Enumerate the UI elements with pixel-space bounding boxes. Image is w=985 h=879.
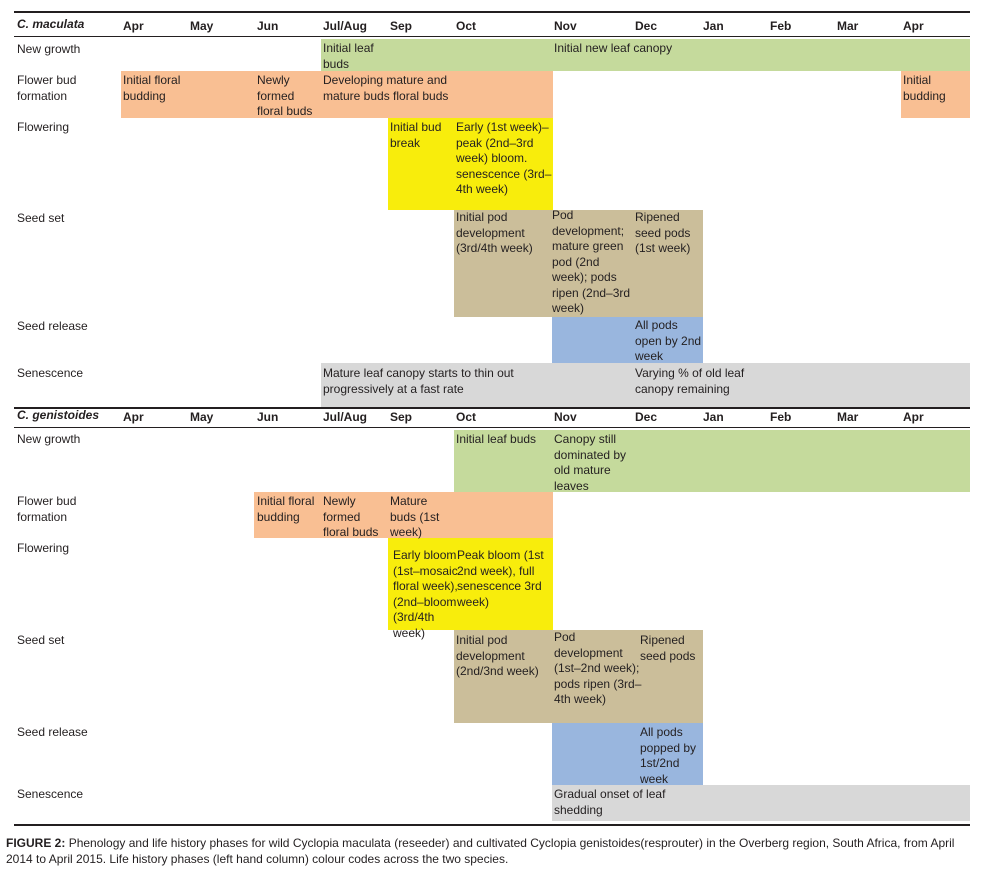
seed-release-block [552,723,703,785]
month-header: Jul/Aug [323,19,367,33]
flower-bud-block [121,71,553,118]
flower-bud-block [901,71,970,118]
figure-caption: FIGURE 2: Phenology and life history pha… [6,836,981,867]
flower-bud-block [254,492,553,538]
cell-text: Newly formed floral buds [323,494,379,539]
cell-text: Developing mature and mature buds floral… [323,73,449,103]
flowering-block [388,538,553,630]
seed-set-block [454,210,703,317]
month-header: May [190,19,214,33]
species-divider [14,407,970,409]
month-header: Jan [703,410,724,424]
month-header: Oct [456,19,477,33]
top-rule [14,11,970,13]
seed-release-block [552,317,703,363]
month-header: Nov [554,410,577,424]
bottom-rule [14,824,970,826]
month-header: Apr [123,19,144,33]
cell-text: Peak bloom (1st 2nd week), full senescen… [457,548,544,609]
cell-text: Early bloom (1st–mosaic floral week), (2… [393,548,458,640]
senescence-block [552,785,970,821]
phase-label: Senescence [17,787,84,801]
caption-label: FIGURE 2: [6,836,66,850]
month-header: Oct [456,410,477,424]
month-header: Jun [257,19,279,33]
month-header: Apr [123,410,144,424]
month-header: Nov [554,19,577,33]
new-growth-block [321,39,970,71]
header-rule [14,427,970,428]
cell-text: Initial pod development (3rd/4th week) [456,210,533,255]
cell-text: All pods popped by 1st/2nd week [640,725,697,786]
caption-text: Phenology and life history phases for wi… [6,836,955,866]
cell-text: Initial bud break [390,120,442,150]
cell-text: Initial leaf buds [323,41,374,71]
cell-text: Early (1st week)– peak (2nd–3rd week) bl… [456,120,552,196]
cell-text: Pod development; mature green pod (2nd w… [552,208,631,315]
cell-text: Newly formed floral buds [257,73,313,118]
month-header: Feb [770,410,792,424]
phase-label: Seed set [17,633,65,647]
month-header: Jun [257,410,279,424]
cell-text: Ripened seed pods [640,633,696,663]
flowering-block [388,118,553,210]
cell-text: Initial floral budding [257,494,315,524]
cell-text: Varying % of old leaf canopy remaining [635,366,745,396]
cell-text: Initial floral budding [123,73,181,103]
month-header: Apr [903,19,924,33]
cell-text: Canopy still dominated by old mature lea… [554,432,627,493]
phase-label: Flowering [17,541,70,555]
phase-label: Flower bud formation [17,73,77,103]
seed-set-block [454,630,703,723]
phase-label: Flower bud formation [17,494,77,524]
phase-label: New growth [17,42,81,56]
cell-text: Initial leaf buds [456,432,537,446]
cell-text: Gradual onset of leaf shedding [554,787,666,817]
month-header: Sep [390,410,413,424]
senescence-block [321,363,970,407]
month-header: Dec [635,410,658,424]
month-header: Jan [703,19,724,33]
month-header: May [190,410,214,424]
cell-text: All pods open by 2nd week [635,318,702,363]
phase-label: Seed release [17,725,88,739]
phase-label: Seed release [17,319,88,333]
month-header: Jul/Aug [323,410,367,424]
header-rule [14,36,970,37]
cell-text: Initial new leaf canopy [554,41,673,55]
new-growth-block [454,430,970,492]
month-header: Apr [903,410,924,424]
cell-text: Pod development (1st–2nd week); pods rip… [554,630,642,706]
phase-label: Senescence [17,366,84,380]
species-name: C. maculata [17,17,85,31]
cell-text: Mature leaf canopy starts to thin out pr… [323,366,514,396]
month-header: Dec [635,19,658,33]
month-header: Feb [770,19,792,33]
phase-label: Flowering [17,120,70,134]
month-header: Sep [390,19,413,33]
cell-text: Initial budding [903,73,946,103]
month-header: Mar [837,410,859,424]
cell-text: Initial pod development (2nd/3nd week) [456,633,539,678]
cell-text: Ripened seed pods (1st week) [635,210,691,255]
phase-label: New growth [17,432,81,446]
month-header: Mar [837,19,859,33]
cell-text: Mature buds (1st week) [390,494,440,539]
species-name: C. genistoides [17,408,100,422]
phase-label: Seed set [17,211,65,225]
